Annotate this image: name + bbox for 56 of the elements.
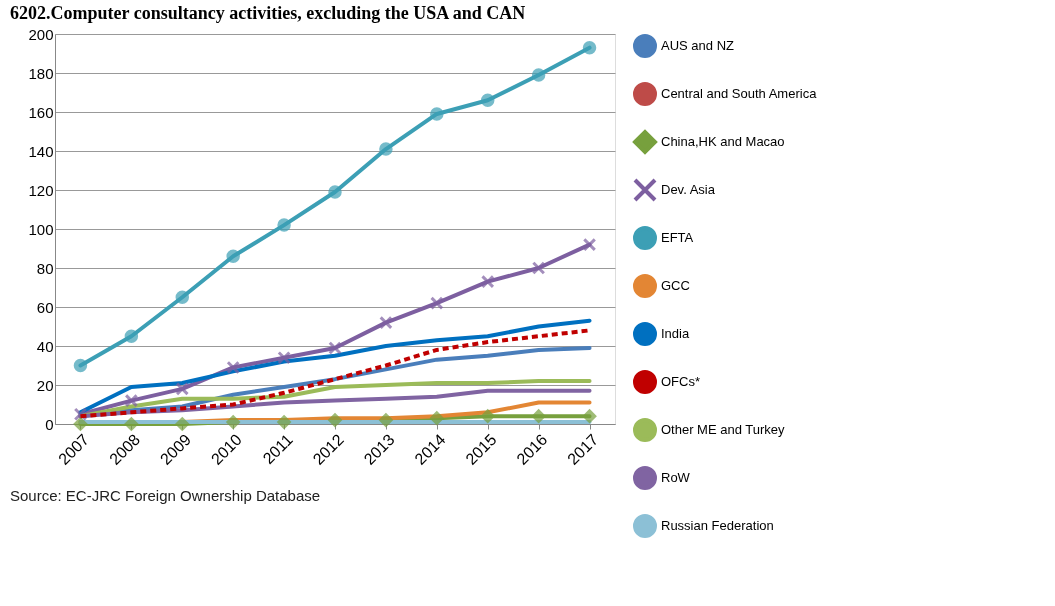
point [379,142,393,156]
point [531,409,546,423]
y-tick-label: 200 [28,25,54,43]
legend-label: Central and South America [661,86,818,101]
point [379,315,393,330]
source-note: Source: EC-JRC Foreign Ownership Database [10,487,321,504]
point [175,382,190,396]
legend-label: RoW [661,470,691,485]
legend-label: Other ME and Turkey [661,422,786,437]
y-tick-label: 140 [28,142,54,160]
point [328,413,342,427]
y-tick-label: 0 [45,415,54,433]
chart-title: 6202.Computer consultancy activities, excluding the USA and CAN [10,3,526,23]
point [582,409,597,423]
point [379,413,393,427]
point [480,409,495,423]
point [175,417,190,431]
legend-label: EFTA [661,230,694,245]
point [124,417,139,431]
point [582,40,597,55]
legend-label: China,HK and Macao [661,134,785,149]
y-tick-label: 40 [36,337,54,355]
point [73,358,88,373]
legend-label: India [661,326,690,341]
y-tick-label: 60 [36,298,54,316]
point [175,290,190,304]
point [430,411,444,425]
point [124,329,139,343]
y-tick-label: 20 [36,376,54,394]
point [582,237,597,252]
legend-label: Russian Federation [661,518,774,533]
point [226,360,240,375]
point [277,350,291,365]
point [430,296,444,310]
legend-label: AUS and NZ [661,38,735,53]
point [226,249,240,264]
point [277,218,291,232]
point [430,107,444,121]
point [328,341,342,355]
legend-label: Dev. Asia [661,182,716,197]
y-tick-label: 80 [36,259,54,277]
point [531,261,546,275]
point [277,415,291,429]
legend-label: GCC [661,278,690,293]
legend-label: OFCs* [661,374,700,389]
point [328,185,342,199]
y-tick-label: 160 [28,103,54,121]
y-tick-label: 180 [28,64,54,82]
point [480,274,495,289]
point [480,93,495,108]
y-tick-label: 120 [28,181,54,199]
point [73,417,88,431]
point [124,393,139,408]
point [531,68,546,82]
point [226,415,240,429]
y-tick-label: 100 [28,220,54,238]
